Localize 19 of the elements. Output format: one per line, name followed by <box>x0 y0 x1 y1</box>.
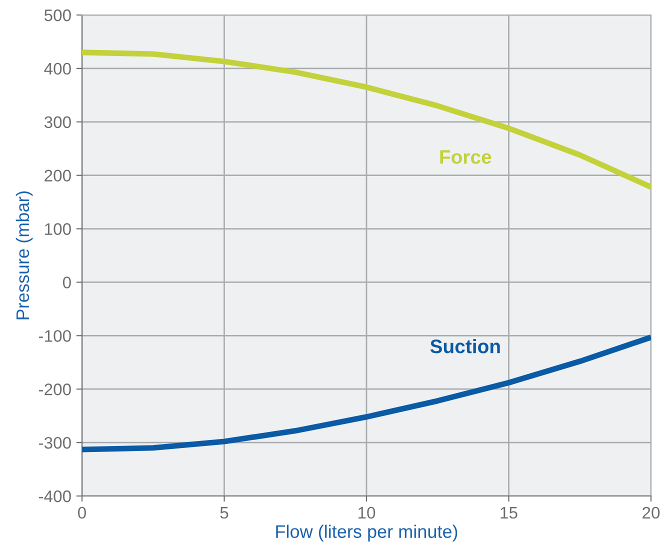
y-axis-title: Pressure (mbar) <box>16 191 33 320</box>
y-tick-label: 200 <box>44 170 71 182</box>
series-label: Force <box>440 150 492 164</box>
x-tick-label: 5 <box>220 507 228 519</box>
x-tick-label: 20 <box>642 506 660 519</box>
x-tick-label: 0 <box>78 506 86 519</box>
y-tick-label: -300 <box>38 436 71 449</box>
y-tick-label: 300 <box>44 116 71 128</box>
y-tick-label: 500 <box>44 9 71 22</box>
y-tick-label: 400 <box>44 62 71 75</box>
y-tick-label: -200 <box>38 384 71 396</box>
y-tick-label: -100 <box>38 330 71 342</box>
y-tick-label: -400 <box>38 490 71 502</box>
x-axis-title: Flow (liters per minute) <box>276 524 458 542</box>
y-tick-label: 100 <box>45 223 71 235</box>
x-tick-label: 15 <box>500 507 518 519</box>
series-label: Suction <box>430 339 500 354</box>
x-tick-label: 10 <box>358 506 376 519</box>
y-tick-label: 0 <box>62 276 71 288</box>
